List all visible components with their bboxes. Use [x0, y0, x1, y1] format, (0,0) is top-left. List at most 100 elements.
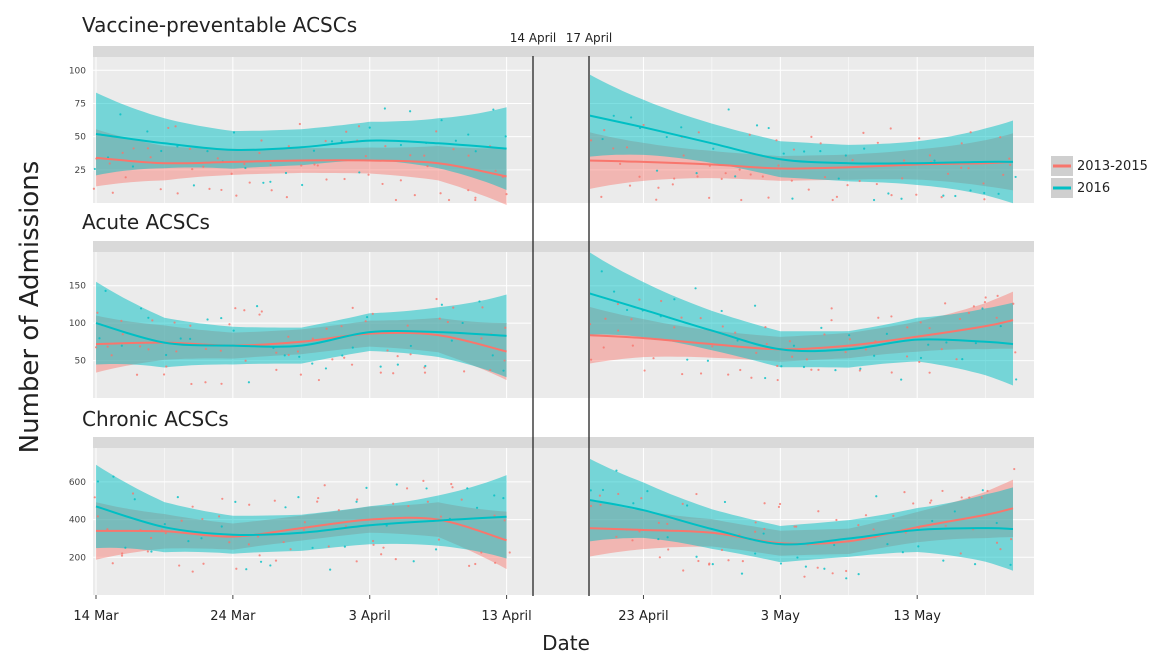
series-2013-2015-point [724, 172, 727, 175]
series-2013-2015-point [508, 551, 511, 554]
series-2016-point [104, 289, 107, 292]
series-2016-point [655, 169, 659, 172]
series-2013-2015-point [467, 189, 470, 192]
series-2013-2015-point [162, 373, 166, 376]
series-2016-point [379, 365, 382, 368]
series-2013-2015-point [323, 484, 326, 487]
series-2013-2015-point [96, 311, 99, 314]
series-2013-2015-point [967, 167, 970, 170]
series-2013-2015-point [776, 364, 779, 368]
series-2013-2015-point [983, 198, 986, 201]
series-2013-2015-point [204, 381, 207, 384]
series-2016-point [875, 495, 878, 498]
series-2013-2015-point [324, 139, 327, 143]
series-2013-2015-point [204, 347, 207, 351]
facet-title: Acute ACSCs [82, 210, 210, 234]
series-2013-2015-point [345, 130, 348, 133]
series-2013-2015-point [230, 172, 233, 175]
y-tick-label: 25 [75, 166, 86, 176]
series-2016-point [600, 270, 603, 273]
series-2013-2015-point [682, 569, 685, 572]
series-2016-point [284, 171, 288, 175]
series-2013-2015-point [474, 196, 477, 199]
series-2013-2015-point [331, 358, 334, 361]
series-2013-2015-point [243, 162, 246, 166]
series-2016-point [711, 563, 714, 566]
series-2013-2015-point [438, 317, 441, 320]
series-2016-point [706, 359, 710, 362]
series-2013-2015-point [858, 179, 861, 183]
series-2013-2015-line [588, 507, 1014, 545]
series-2013-2015-point [426, 165, 429, 168]
series-2016-point [461, 321, 464, 325]
series-2013-2015-point [738, 168, 741, 171]
series-2013-2015-point [221, 497, 224, 500]
series-2016-point [424, 364, 427, 368]
series-2013-2015-point [928, 371, 931, 374]
series-2013-2015-point [494, 561, 497, 564]
series-2013-2015-point [159, 188, 162, 191]
series-2016-point [269, 564, 272, 567]
series-2016-point [887, 192, 890, 195]
series-2013-2015-point [749, 173, 752, 176]
series-2013-2015-point [711, 345, 714, 348]
series-2016-point [589, 489, 592, 492]
series-2013-2015-point [325, 327, 328, 330]
series-2013-2015-point [643, 369, 646, 372]
series-2013-2015-point [364, 155, 367, 158]
series-2013-2015-point [996, 294, 999, 297]
series-2016-point [340, 139, 343, 143]
series-2013-2015-point [638, 530, 641, 533]
series-2013-2015-point [399, 179, 402, 182]
series-2013-2015-point [697, 559, 700, 563]
series-2013-2015-point [890, 194, 893, 197]
series-2016-point [863, 147, 866, 150]
series-2016-point [612, 114, 615, 117]
series-2013-2015-point [446, 320, 449, 324]
series-2013-2015-point [631, 344, 634, 347]
series-2013-2015-point [817, 368, 820, 371]
series-2016-point [981, 489, 984, 492]
series-2016-point [368, 126, 371, 129]
series-2013-2015-point [673, 326, 676, 329]
series-2013-2015-point [325, 178, 328, 181]
series-2016-point [165, 353, 168, 357]
y-tick-label: 100 [69, 319, 86, 329]
series-2013-2015-point [763, 502, 766, 505]
series-2013-2015-point [699, 317, 702, 320]
series-2013-2015-point [503, 519, 506, 522]
series-2013-2015-point [918, 137, 921, 140]
series-2016-line [95, 322, 507, 348]
series-2016-point [983, 191, 986, 195]
series-2013-2015-point [727, 559, 730, 562]
series-2013-2015-point [819, 142, 822, 145]
series-2016-point [96, 480, 100, 483]
series-2016-point [723, 500, 727, 504]
series-2013-2015-point [256, 535, 260, 538]
series-2013-2015-point [505, 193, 508, 196]
series-2013-2015-point [316, 500, 319, 503]
series-2013-2015-point [680, 316, 683, 319]
series-2013-2015-point [1013, 467, 1016, 471]
series-2013-2015-point [788, 340, 792, 343]
series-2013-2015-point [191, 168, 194, 171]
facet-title: Chronic ACSCs [82, 407, 229, 431]
series-2013-2015-point [384, 145, 387, 148]
series-2013-2015-point [289, 548, 292, 551]
series-2013-2015-point [848, 338, 852, 341]
scatter-points [93, 467, 1016, 580]
series-2016-point [189, 337, 192, 340]
series-2016-point [695, 172, 698, 175]
series-2013-2015-point [494, 169, 497, 172]
series-2013-2015-point [344, 525, 347, 528]
series-2016-point [857, 573, 860, 576]
series-2013-2015-point [862, 131, 865, 134]
series-2013-2015-point [394, 198, 398, 202]
series-2013-2015-point [316, 164, 319, 167]
series-2013-2015-point [340, 325, 343, 328]
series-2013-2015-point [589, 358, 593, 361]
series-2013-2015-point [188, 147, 192, 150]
series-2013-2015-point [901, 177, 904, 180]
series-2016-point [255, 305, 259, 308]
